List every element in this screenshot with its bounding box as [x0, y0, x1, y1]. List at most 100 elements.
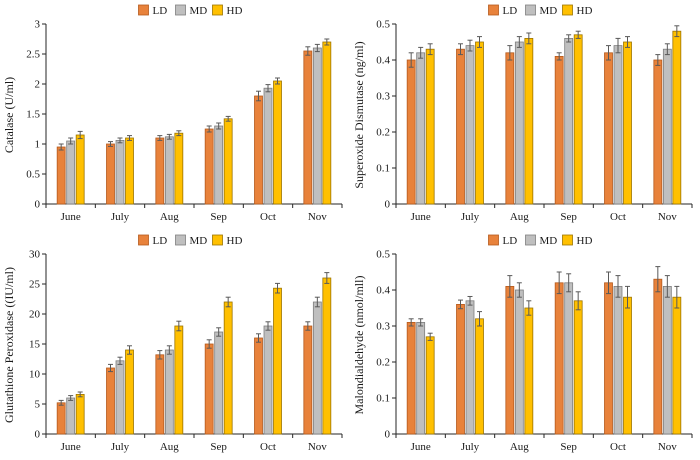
y-tick-label: 0 [35, 199, 41, 211]
x-category-label: Aug [160, 441, 179, 453]
x-category-label: Oct [610, 441, 626, 453]
legend-swatch-ld [138, 234, 149, 246]
legend-swatch-hd [562, 234, 573, 246]
bar-hd [322, 277, 332, 435]
bar-ld [303, 50, 313, 205]
x-category-label: Oct [260, 441, 276, 453]
bar-hd [75, 134, 85, 205]
bar-ld [554, 56, 564, 205]
bar-ld [254, 95, 263, 205]
y-tick-label: 2.5 [26, 49, 40, 61]
legend-label-ld: LD [503, 235, 518, 247]
legend-swatch-md [525, 4, 536, 16]
x-category-label: Nov [308, 441, 327, 453]
x-category-label: June [411, 211, 431, 223]
bar-ld [554, 282, 564, 435]
y-tick-label: 0.5 [26, 169, 40, 181]
x-category-label: Nov [658, 211, 677, 223]
legend-swatch-hd [212, 4, 223, 16]
y-tick-label: 0.4 [376, 55, 390, 67]
chart-superoxide-dismutase: Superoxide Dismutase (ng/ml) 0 0.1 0.2 0.3 0… [350, 0, 700, 230]
bar-hd [273, 80, 282, 205]
x-category-label: Aug [160, 211, 179, 223]
bar-md [115, 139, 125, 205]
bar-hd [174, 132, 184, 205]
x-category-label: Aug [510, 211, 529, 223]
bar-ld [56, 146, 66, 205]
y-tick-label: 1.5 [26, 109, 40, 121]
x-category-label: Oct [610, 211, 626, 223]
legend-swatch-md [525, 234, 536, 246]
x-category-label: July [111, 441, 130, 453]
bar-md [263, 87, 273, 205]
bar-md [115, 360, 125, 435]
chart-glutathione-peroxidase: Glutathione Peroxidase ((IU/ml) 0 5 10 15 20… [0, 230, 350, 460]
bar-ld [254, 337, 263, 435]
x-category-label: Sep [560, 211, 577, 223]
chart-catalase: Catalase (U/ml) 0 0.5 1 1.5 2 2.5 3 June July Aug… [0, 0, 350, 230]
bar-hd [322, 41, 332, 205]
legend-swatch-md [175, 4, 186, 16]
x-category-label: Nov [658, 441, 677, 453]
y-tick-label: 0 [35, 429, 41, 441]
bar-md [514, 289, 524, 435]
bar-ld [106, 143, 115, 205]
y-tick-label: 0 [385, 199, 391, 211]
y-tick-label: 20 [29, 309, 41, 321]
bar-md [312, 301, 322, 435]
bar-hd [75, 393, 85, 435]
bar-md [465, 300, 475, 435]
y-tick-label: 0.2 [376, 127, 390, 139]
bar-hd [223, 301, 233, 435]
legend-swatch-ld [138, 4, 149, 16]
legend-label-ld: LD [503, 5, 518, 17]
chart-malondialdehyde: Malondialdehyde (nmol/mll) 0 0.1 0.2 0.3 0.4… [350, 230, 700, 460]
legend-swatch-ld [488, 234, 499, 246]
y-tick-label: 2 [35, 79, 41, 91]
bar-md [66, 140, 76, 205]
x-category-label: June [61, 441, 81, 453]
bar-ld [505, 286, 515, 435]
bar-md [613, 286, 623, 435]
bar-hd [623, 41, 632, 205]
bar-hd [475, 41, 484, 205]
bar-ld [456, 48, 465, 205]
gpx-plot: 0 5 10 15 20 25 30 June July Aug Sep Oct Nov LD MD HD [29, 234, 343, 453]
bar-ld [155, 354, 165, 435]
x-category-label: Aug [510, 441, 529, 453]
y-tick-label: 5 [35, 399, 41, 411]
catalase-plot: 0 0.5 1 1.5 2 2.5 3 June July Aug Sep Oct Nov LD MD HD [26, 4, 343, 223]
bar-ld [106, 367, 115, 435]
bar-ld [653, 278, 663, 435]
bar-md [416, 322, 426, 435]
bar-md [416, 52, 426, 205]
bar-md [214, 125, 224, 205]
bar-hd [672, 296, 682, 435]
bar-md [312, 47, 322, 205]
legend-label-hd: HD [227, 235, 243, 247]
bar-ld [604, 282, 613, 435]
x-category-label: Nov [308, 211, 327, 223]
legend-swatch-ld [488, 4, 499, 16]
bar-ld [204, 128, 214, 205]
y-tick-label: 10 [29, 369, 41, 381]
bar-hd [524, 307, 534, 435]
x-category-label: June [411, 441, 431, 453]
bar-md [662, 48, 672, 205]
bar-md [613, 45, 623, 205]
bar-md [465, 45, 475, 205]
bar-hd [223, 118, 233, 205]
bar-ld [653, 59, 663, 205]
bar-ld [456, 304, 465, 435]
bar-md [564, 38, 574, 205]
y-tick-label: 30 [29, 249, 41, 261]
bar-hd [273, 287, 282, 435]
y-tick-label: 0.2 [376, 357, 390, 369]
sod-plot: 0 0.1 0.2 0.3 0.4 0.5 June July Aug Sep Oct Nov LD MD… [376, 4, 693, 223]
bar-md [214, 331, 224, 435]
legend-label-ld: LD [153, 235, 168, 247]
x-category-label: July [461, 211, 480, 223]
x-category-label: Oct [260, 211, 276, 223]
bar-md [514, 41, 524, 205]
